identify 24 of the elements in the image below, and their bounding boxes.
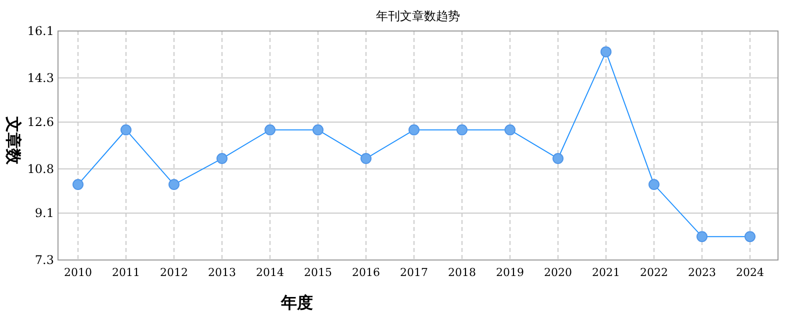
x-tick-label: 2017: [400, 266, 428, 279]
y-tick-label: 9.1: [34, 206, 54, 220]
x-tick-label: 2014: [256, 266, 284, 279]
x-tick-label: 2015: [304, 266, 332, 279]
y-tick-label: 7.3: [34, 253, 54, 267]
x-tick-label: 2024: [736, 266, 764, 279]
x-tick-label: 2016: [352, 266, 380, 279]
y-tick-label: 10.8: [27, 162, 54, 176]
x-tick-label: 2021: [592, 266, 620, 279]
chart-title: 年刊文章数趋势: [376, 9, 460, 23]
x-tick-label: 2010: [64, 266, 92, 279]
x-axis-title: 年度: [280, 293, 313, 312]
x-tick-label: 2019: [496, 266, 524, 279]
x-tick-label: 2020: [544, 266, 572, 279]
x-tick-label: 2011: [112, 266, 140, 279]
y-tick-label: 16.1: [27, 24, 54, 38]
y-tick-label: 12.6: [27, 115, 54, 130]
x-tick-label: 2012: [160, 266, 188, 279]
x-tick-label: 2018: [448, 266, 476, 279]
x-tick-label: 2013: [208, 266, 236, 279]
y-axis-title: 文章数: [4, 116, 23, 166]
x-tick-label: 2023: [688, 266, 716, 279]
y-tick-label: 14.3: [27, 70, 54, 85]
x-tick-label: 2022: [640, 266, 668, 279]
